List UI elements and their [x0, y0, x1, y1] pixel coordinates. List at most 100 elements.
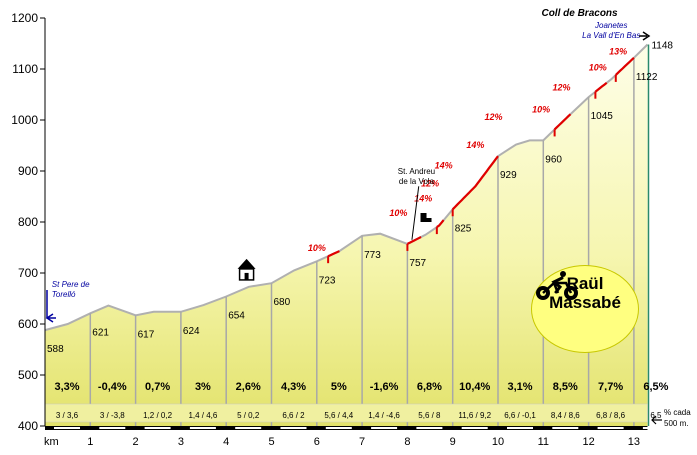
x-tick-label: 13 [628, 436, 640, 448]
chart-title: Coll de Bracons [541, 8, 618, 19]
x-axis-stripe [235, 427, 262, 429]
altitude-label: 621 [92, 327, 109, 338]
segment-average-gradient: 7,7% [598, 381, 623, 393]
altitude-label: 960 [545, 154, 562, 165]
segment-average-gradient: 0,7% [145, 381, 170, 393]
steep-gradient-label: 10% [389, 208, 407, 218]
start-arrow-icon [45, 290, 56, 323]
steep-gradient-label: 14% [466, 140, 484, 150]
altitude-label: 757 [409, 258, 426, 269]
altitude-label: 617 [138, 329, 155, 340]
altitude-label: 825 [455, 223, 472, 234]
segment-min-max-gradient: 6,6 / -0,1 [504, 411, 536, 420]
segment-average-gradient: 10,4% [459, 381, 490, 393]
steep-section [327, 250, 340, 258]
x-tick-label: 11 [538, 436, 549, 448]
segment-average-gradient: 6,5% [643, 381, 668, 393]
x-axis-stripe [416, 427, 443, 429]
x-axis-stripe [280, 427, 307, 429]
y-tick-label: 600 [18, 317, 38, 331]
steep-gradient-label: 10% [589, 63, 607, 73]
segment-min-max-gradient: 11,6 / 9,2 [458, 411, 491, 420]
x-tick-label: 3 [178, 436, 184, 448]
profile-area [45, 44, 648, 426]
segment-min-max-gradient: 1,2 / 0,2 [143, 411, 172, 420]
x-tick-label: 7 [359, 436, 365, 448]
altitude-label: 1148 [651, 41, 673, 52]
x-tick-label: 4 [223, 436, 229, 448]
y-tick-label: 500 [18, 368, 38, 382]
x-tick-label: 12 [582, 436, 594, 448]
cyclist-icon [536, 271, 578, 300]
segment-min-max-gradient: 5,6 / 4,4 [324, 411, 353, 420]
finish-arrow-icon [639, 31, 651, 41]
x-tick-label: 5 [268, 436, 274, 448]
y-tick-label: 400 [18, 419, 38, 433]
altitude-label: 773 [364, 250, 381, 261]
place-label: St Pere de [52, 280, 90, 289]
x-axis-stripe [507, 427, 533, 429]
x-axis-stripe [461, 427, 488, 429]
segment-min-max-gradient: 3 / 3,6 [56, 411, 79, 420]
place-label: La Vall d'En Bas [582, 31, 640, 40]
altitude-label: 588 [47, 344, 64, 355]
segment-average-gradient: 2,6% [236, 381, 261, 393]
steep-section [406, 236, 422, 245]
x-tick-label: 8 [404, 436, 410, 448]
segment-min-max-gradient: 6,5 [650, 411, 662, 420]
segment-average-gradient: 6,8% [417, 381, 442, 393]
legend-note: 500 m. [664, 419, 688, 428]
x-axis-stripe [54, 427, 80, 429]
steep-gradient-label: 14% [435, 160, 453, 170]
altitude-label: 1045 [591, 111, 614, 122]
place-label: Joanetes [594, 21, 627, 30]
author-badge: Raül Massabé [531, 265, 639, 353]
steep-gradient-label: 12% [485, 112, 503, 122]
chapel-icon [420, 213, 432, 222]
segment-min-max-gradient: 5,6 / 8 [418, 411, 441, 420]
place-label: de la Vola [399, 177, 435, 186]
altitude-label: 929 [500, 170, 517, 181]
steep-section [436, 219, 445, 229]
altitude-label: 624 [183, 326, 200, 337]
steep-section [451, 155, 499, 211]
altitude-label: 654 [228, 310, 245, 321]
y-tick-label: 1100 [12, 62, 38, 76]
steep-gradient-label: 14% [414, 194, 432, 204]
place-leader-line [411, 186, 420, 240]
segment-average-gradient: 3,3% [54, 381, 79, 393]
house-door-icon [244, 272, 249, 280]
steep-section [594, 81, 608, 93]
segment-average-gradient: -1,6% [370, 381, 399, 393]
x-axis-stripe [642, 427, 669, 429]
steep-gradient-label: 12% [421, 178, 439, 188]
x-axis-stripe [371, 427, 398, 429]
steep-section [615, 56, 635, 76]
segment-min-max-gradient: 8,4 / 8,6 [551, 411, 580, 420]
segment-average-gradient: 4,3% [281, 381, 306, 393]
altitude-label: 1122 [636, 72, 658, 83]
x-axis-stripe [144, 427, 171, 429]
house-roof-icon [237, 258, 256, 269]
profile-line [44, 43, 649, 332]
x-axis-stripe [189, 427, 216, 429]
place-label: St. Andreu [398, 167, 435, 176]
segment-min-max-gradient: 6,6 / 2 [282, 411, 305, 420]
segment-average-gradient: 3% [195, 381, 211, 393]
segment-min-max-gradient: 1,4 / -4,6 [368, 411, 400, 420]
x-axis-title: km [44, 436, 59, 448]
y-tick-label: 1000 [11, 113, 38, 127]
segment-min-max-gradient: 6,8 / 8,6 [596, 411, 625, 420]
legend-arrow-icon [651, 415, 662, 425]
y-tick-label: 700 [18, 266, 38, 280]
steep-gradient-label: 10% [308, 243, 326, 253]
segment-average-gradient: 3,1% [507, 381, 532, 393]
x-tick-label: 9 [450, 436, 456, 448]
y-tick-label: 800 [18, 215, 38, 229]
steep-gradient-label: 13% [609, 47, 627, 57]
x-axis-stripe [552, 427, 579, 429]
steep-gradient-label: 10% [532, 104, 550, 114]
segment-average-gradient: 8,5% [553, 381, 578, 393]
